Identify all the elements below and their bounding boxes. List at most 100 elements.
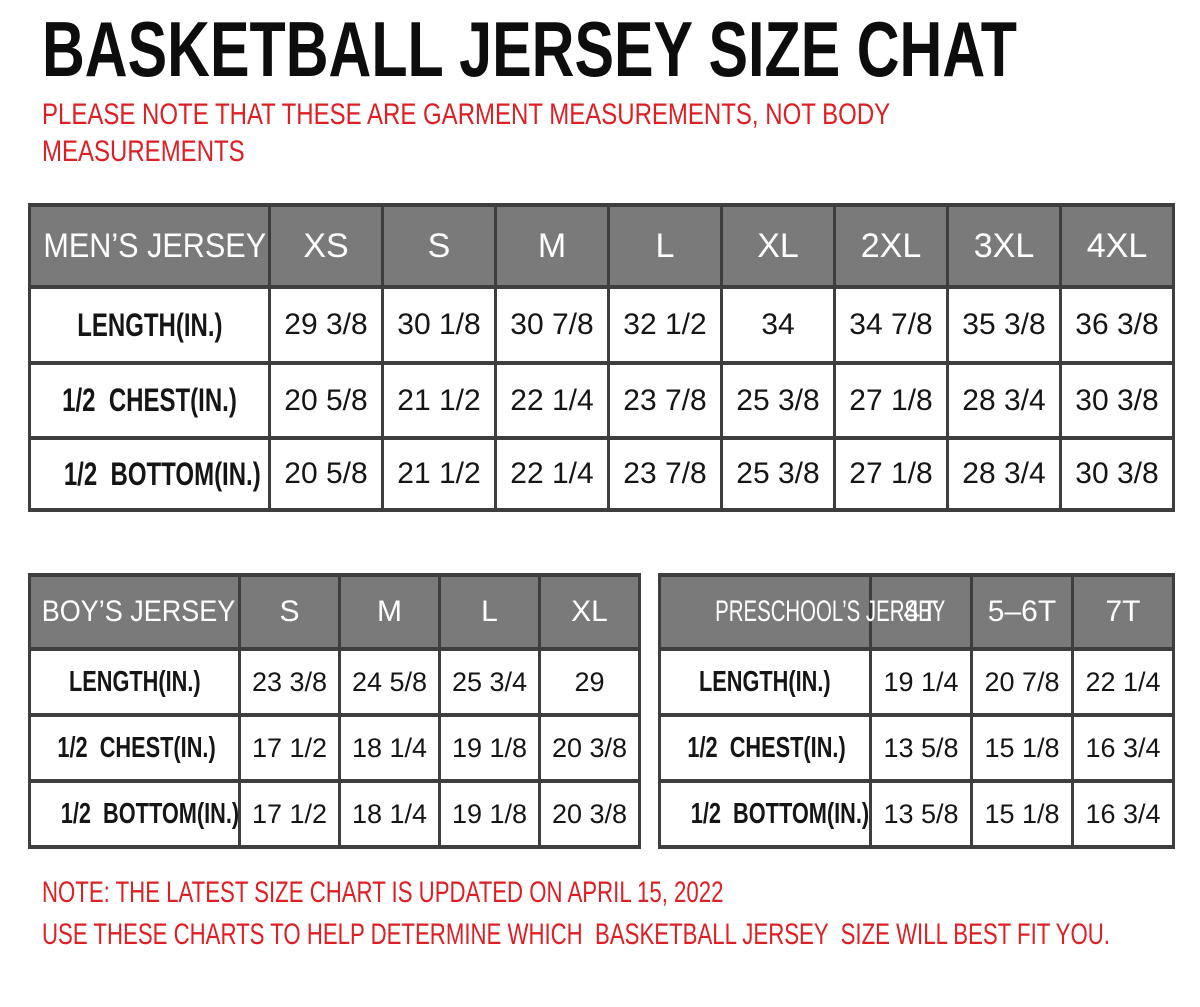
value-cell: 18 1/4 — [338, 779, 441, 849]
value-cell: 36 3/8 — [1059, 285, 1175, 365]
size-column-header: M — [494, 203, 610, 289]
value-cell: 17 1/2 — [238, 779, 341, 849]
value-cell: 34 — [720, 285, 836, 365]
row-label-cell: LENGTH(IN.) — [658, 647, 872, 717]
preschool-table-title: PRESCHOOL’S JERSEY — [715, 595, 946, 628]
row-label: LENGTH(IN.) — [68, 665, 201, 698]
value-cell: 35 3/8 — [946, 285, 1062, 365]
value-cell: 25 3/4 — [438, 647, 541, 717]
value-cell: 21 1/2 — [381, 361, 497, 440]
mens-table-title: MEN’S JERSEY — [43, 226, 267, 265]
row-label: LENGTH(IN.) — [699, 665, 831, 698]
boys-size-table: BOY’S JERSEY S M L XL LENGTH(IN.) 23 3/8… — [28, 573, 641, 849]
value-cell: 21 1/2 — [381, 436, 497, 512]
value-cell: 27 1/8 — [833, 436, 949, 512]
row-label-cell: 1/2 BOTTOM(IN.) — [28, 779, 241, 849]
row-label: LENGTH(IN.) — [76, 306, 223, 343]
value-cell: 19 1/8 — [438, 779, 541, 849]
table-row: LENGTH(IN.) 29 3/8 30 1/8 30 7/8 32 1/2 … — [28, 285, 1175, 365]
row-label-cell: LENGTH(IN.) — [28, 285, 271, 365]
update-note: NOTE: THE LATEST SIZE CHART IS UPDATED O… — [42, 876, 724, 909]
size-column-header: XL — [720, 203, 836, 289]
size-column-header: M — [338, 573, 441, 651]
page-title: BASKETBALL JERSEY SIZE CHAT — [42, 5, 1017, 93]
value-cell: 20 3/8 — [538, 713, 641, 783]
size-column-header: L — [607, 203, 723, 289]
preschool-table-title-cell: PRESCHOOL’S JERSEY — [658, 573, 945, 651]
value-cell: 13 5/8 — [869, 779, 973, 849]
row-label: 1/2 BOTTOM(IN.) — [60, 797, 240, 830]
size-column-header: 3XL — [946, 203, 1062, 289]
table-row: 1/2 BOTTOM(IN.) 13 5/8 15 1/8 16 3/4 — [658, 779, 1175, 849]
mens-table-title-cell: MEN’S JERSEY — [28, 203, 271, 289]
row-label-cell: 1/2 CHEST(IN.) — [28, 361, 271, 440]
value-cell: 23 3/8 — [238, 647, 341, 717]
value-cell: 30 3/8 — [1059, 436, 1175, 512]
row-label: 1/2 CHEST(IN.) — [687, 731, 846, 764]
value-cell: 22 1/4 — [494, 436, 610, 512]
value-cell: 20 7/8 — [970, 647, 1074, 717]
size-column-header: 4XL — [1059, 203, 1175, 289]
size-column-header: 4T — [869, 573, 973, 651]
value-cell: 23 7/8 — [607, 361, 723, 440]
size-column-header: XL — [538, 573, 641, 651]
value-cell: 23 7/8 — [607, 436, 723, 512]
value-cell: 25 3/8 — [720, 361, 836, 440]
value-cell: 19 1/8 — [438, 713, 541, 783]
table-row: LENGTH(IN.) 19 1/4 20 7/8 22 1/4 — [658, 647, 1175, 717]
row-label: 1/2 CHEST(IN.) — [57, 731, 216, 764]
row-label: 1/2 BOTTOM(IN.) — [63, 455, 261, 492]
value-cell: 25 3/8 — [720, 436, 836, 512]
row-label-cell: LENGTH(IN.) — [28, 647, 241, 717]
value-cell: 30 3/8 — [1059, 361, 1175, 440]
value-cell: 29 — [538, 647, 641, 717]
size-column-header: 2XL — [833, 203, 949, 289]
size-column-header: XS — [268, 203, 384, 289]
table-row: 1/2 CHEST(IN.) 17 1/2 18 1/4 19 1/8 20 3… — [28, 713, 641, 783]
value-cell: 30 7/8 — [494, 285, 610, 365]
value-cell: 29 3/8 — [268, 285, 384, 365]
value-cell: 24 5/8 — [338, 647, 441, 717]
value-cell: 28 3/4 — [946, 436, 1062, 512]
value-cell: 27 1/8 — [833, 361, 949, 440]
value-cell: 28 3/4 — [946, 361, 1062, 440]
row-label-cell: 1/2 CHEST(IN.) — [28, 713, 241, 783]
row-label: 1/2 BOTTOM(IN.) — [690, 797, 870, 830]
row-label-cell: 1/2 CHEST(IN.) — [658, 713, 872, 783]
table-row: LENGTH(IN.) 23 3/8 24 5/8 25 3/4 29 — [28, 647, 641, 717]
size-column-header: 7T — [1071, 573, 1175, 651]
row-label-cell: 1/2 BOTTOM(IN.) — [658, 779, 872, 849]
value-cell: 20 3/8 — [538, 779, 641, 849]
size-column-header: S — [381, 203, 497, 289]
value-cell: 20 5/8 — [268, 436, 384, 512]
value-cell: 16 3/4 — [1071, 713, 1175, 783]
footer-notes: NOTE: THE LATEST SIZE CHART IS UPDATED O… — [42, 876, 1200, 952]
value-cell: 16 3/4 — [1071, 779, 1175, 849]
value-cell: 20 5/8 — [268, 361, 384, 440]
size-column-header: 5–6T — [970, 573, 1074, 651]
garment-measurements-note: PLEASE NOTE THAT THESE ARE GARMENT MEASU… — [42, 98, 890, 168]
boys-table-title: BOY’S JERSEY — [41, 595, 236, 628]
value-cell: 30 1/8 — [381, 285, 497, 365]
table-row: 1/2 CHEST(IN.) 13 5/8 15 1/8 16 3/4 — [658, 713, 1175, 783]
row-label-cell: 1/2 BOTTOM(IN.) — [28, 436, 271, 512]
value-cell: 15 1/8 — [970, 713, 1074, 783]
boys-table-title-cell: BOY’S JERSEY — [28, 573, 241, 651]
size-column-header: L — [438, 573, 541, 651]
preschool-size-table: PRESCHOOL’S JERSEY 4T 5–6T 7T LENGTH(IN.… — [658, 573, 1175, 849]
value-cell: 22 1/4 — [1071, 647, 1175, 717]
value-cell: 18 1/4 — [338, 713, 441, 783]
value-cell: 32 1/2 — [607, 285, 723, 365]
table-row: 1/2 CHEST(IN.) 20 5/8 21 1/2 22 1/4 23 7… — [28, 361, 1175, 440]
mens-size-table: MEN’S JERSEY XS S M L XL 2XL 3XL 4XL LEN… — [28, 203, 1175, 512]
size-column-header: S — [238, 573, 341, 651]
row-label: 1/2 CHEST(IN.) — [62, 382, 237, 418]
value-cell: 13 5/8 — [869, 713, 973, 783]
table-row: 1/2 BOTTOM(IN.) 20 5/8 21 1/2 22 1/4 23 … — [28, 436, 1175, 512]
table-row: 1/2 BOTTOM(IN.) 17 1/2 18 1/4 19 1/8 20 … — [28, 779, 641, 849]
usage-note: USE THESE CHARTS TO HELP DETERMINE WHICH… — [42, 918, 1110, 951]
value-cell: 22 1/4 — [494, 361, 610, 440]
value-cell: 34 7/8 — [833, 285, 949, 365]
value-cell: 19 1/4 — [869, 647, 973, 717]
